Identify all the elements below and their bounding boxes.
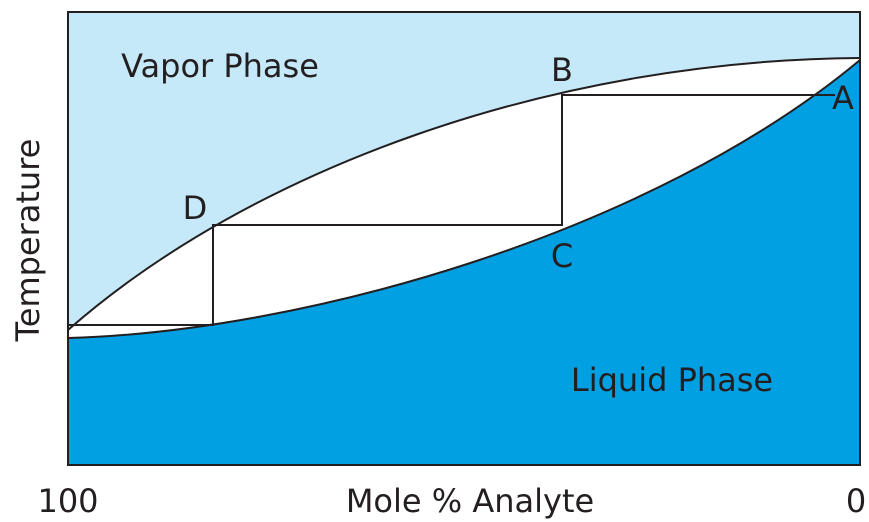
vapor-label: Vapor Phase [121, 47, 319, 85]
x-right-label: 0 [846, 482, 866, 520]
x-axis-label: Mole % Analyte [346, 482, 594, 520]
plot-frame [67, 11, 861, 466]
vapor-curve [67, 57, 861, 331]
x-left-label: 100 [37, 482, 98, 520]
liquid-curve [67, 59, 861, 339]
liquid-label: Liquid Phase [571, 361, 773, 399]
point-label: C [551, 237, 573, 275]
point-label: B [551, 51, 573, 89]
point-label: D [183, 189, 208, 227]
y-axis-label: Temperature [9, 139, 47, 343]
tie-lines [68, 94, 835, 326]
liquid-region [68, 60, 860, 465]
point-label: A [832, 79, 854, 117]
